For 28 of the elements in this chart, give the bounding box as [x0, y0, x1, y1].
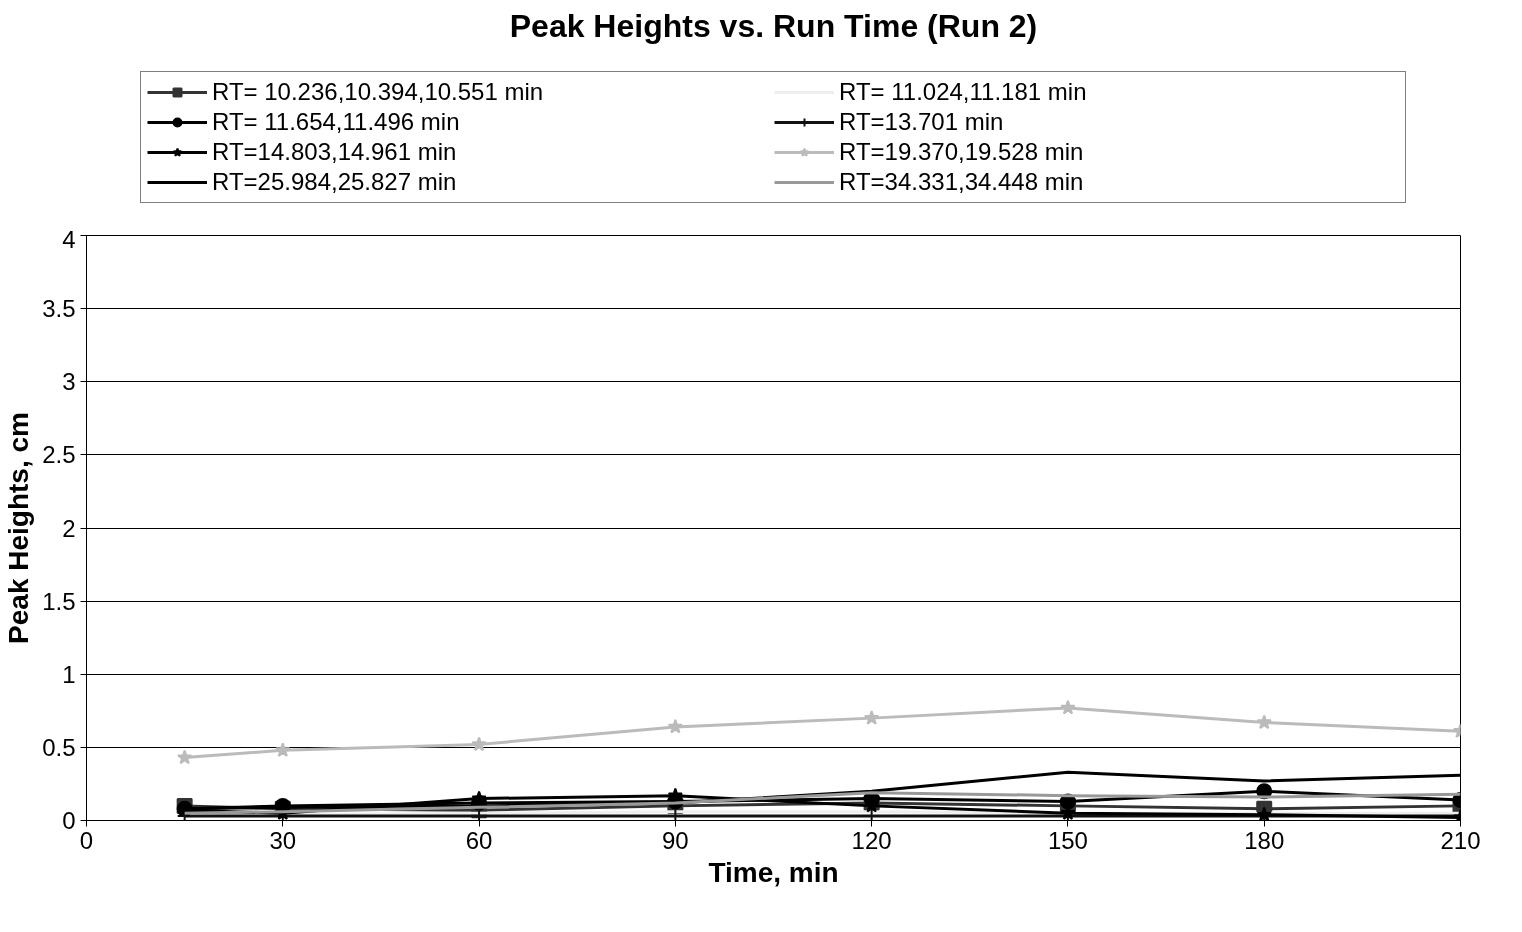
legend-label: RT=14.803,14.961 min: [212, 137, 458, 166]
legend-label: RT=19.370,19.528 min: [839, 137, 1085, 166]
y-tick-label: 0: [62, 807, 76, 834]
legend-label: RT=34.331,34.448 min: [839, 167, 1085, 196]
x-tick-label: 150: [1047, 826, 1088, 854]
y-tick-label: 2: [62, 514, 76, 542]
x-tick-label: 210: [1440, 826, 1481, 854]
legend-label: RT= 10.236,10.394,10.551 min: [212, 77, 545, 106]
y-tick-label: 1.5: [42, 587, 76, 615]
legend-label: RT= 11.654,11.496 min: [212, 107, 461, 136]
y-tick-label: 1: [62, 660, 76, 688]
x-axis-title: Time, min: [708, 856, 839, 888]
x-tick-label: 60: [465, 826, 493, 854]
legend-label: RT=13.701 min: [839, 107, 1005, 136]
legend-label: RT= 11.024,11.181 min: [839, 77, 1088, 106]
chart-title: Peak Heights vs. Run Time (Run 2): [509, 7, 1038, 44]
y-tick-label: 3: [62, 368, 76, 396]
x-tick-label: 30: [269, 826, 297, 854]
y-axis-title: Peak Heights, cm: [3, 412, 35, 644]
x-tick-label: 90: [662, 826, 689, 854]
y-tick-label: 2.5: [42, 441, 76, 469]
x-tick-label: 0: [79, 826, 94, 854]
x-tick-label: 120: [851, 826, 892, 854]
y-tick-label: 0.5: [42, 733, 76, 761]
x-tick-label: 180: [1244, 826, 1285, 854]
y-tick-label: 3.5: [42, 295, 76, 323]
y-tick-label: 4: [62, 225, 76, 253]
legend-label: RT=25.984,25.827 min: [212, 167, 458, 196]
